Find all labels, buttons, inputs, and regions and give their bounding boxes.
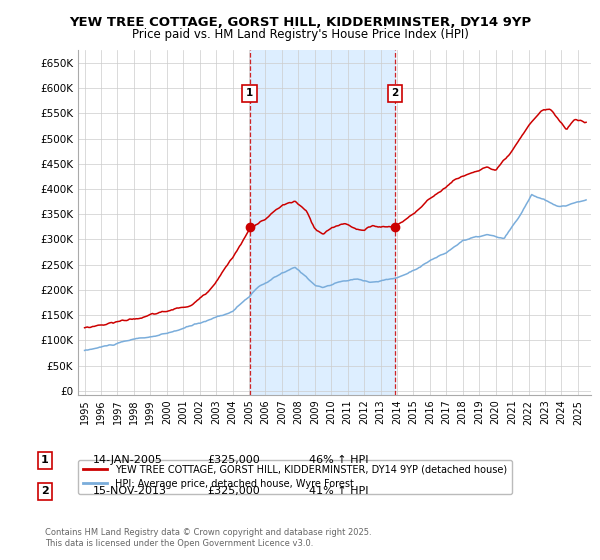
Text: Contains HM Land Registry data © Crown copyright and database right 2025.
This d: Contains HM Land Registry data © Crown c… — [45, 528, 371, 548]
Text: 2: 2 — [41, 486, 49, 496]
Text: Price paid vs. HM Land Registry's House Price Index (HPI): Price paid vs. HM Land Registry's House … — [131, 28, 469, 41]
Text: 41% ↑ HPI: 41% ↑ HPI — [309, 486, 368, 496]
Text: £325,000: £325,000 — [207, 486, 260, 496]
Text: £325,000: £325,000 — [207, 455, 260, 465]
Text: 2: 2 — [391, 88, 398, 98]
Legend: YEW TREE COTTAGE, GORST HILL, KIDDERMINSTER, DY14 9YP (detached house), HPI: Ave: YEW TREE COTTAGE, GORST HILL, KIDDERMINS… — [78, 460, 512, 493]
Text: YEW TREE COTTAGE, GORST HILL, KIDDERMINSTER, DY14 9YP: YEW TREE COTTAGE, GORST HILL, KIDDERMINS… — [69, 16, 531, 29]
Text: 46% ↑ HPI: 46% ↑ HPI — [309, 455, 368, 465]
Text: 1: 1 — [41, 455, 49, 465]
Text: 14-JAN-2005: 14-JAN-2005 — [93, 455, 163, 465]
Text: 15-NOV-2013: 15-NOV-2013 — [93, 486, 167, 496]
Text: 1: 1 — [246, 88, 253, 98]
Bar — [250, 50, 395, 395]
